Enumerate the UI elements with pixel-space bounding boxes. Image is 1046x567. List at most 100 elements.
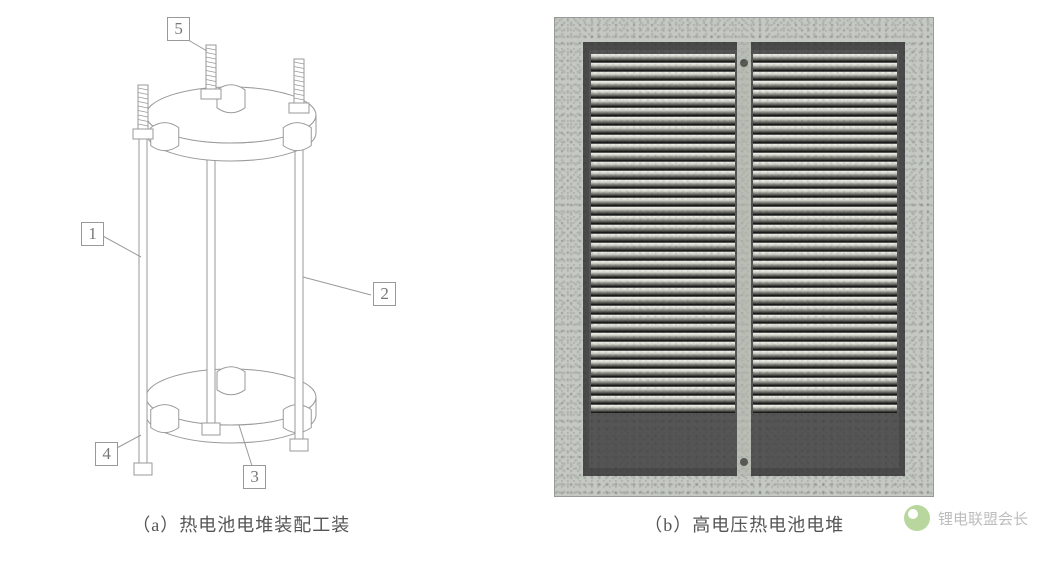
figure-container: 5 1 2 4 3 （a）热电池电堆装配工装 — [0, 0, 1046, 567]
stack-cell — [591, 306, 735, 314]
stack-cell — [753, 288, 897, 296]
stack-cell — [591, 207, 735, 215]
stack-cell — [753, 315, 897, 323]
caption-b: （b）高电压热电池电堆 — [644, 511, 844, 537]
stack-cell — [753, 216, 897, 224]
stack-column-right — [751, 50, 899, 468]
stack-cell — [753, 378, 897, 386]
stack-cell — [753, 306, 897, 314]
panel-a: 5 1 2 4 3 （a）热电池电堆装配工装 — [20, 10, 463, 537]
stack-cell — [591, 297, 735, 305]
label-5: 5 — [167, 17, 190, 41]
stack-cell — [591, 333, 735, 341]
stack-cell — [591, 405, 735, 413]
stack-cell — [591, 108, 735, 116]
stack-cell — [753, 324, 897, 332]
wechat-icon — [904, 505, 930, 531]
stack-cell — [753, 126, 897, 134]
stack-cell — [753, 108, 897, 116]
label-4: 4 — [95, 442, 118, 466]
stack-cell — [753, 72, 897, 80]
photo-b-area — [463, 10, 1026, 503]
stack-cell — [591, 54, 735, 62]
stack-cell — [753, 207, 897, 215]
stack-cell — [591, 243, 735, 251]
panel-b: （b）高电压热电池电堆 — [463, 10, 1026, 537]
stack-cell — [591, 342, 735, 350]
stack-cell — [753, 171, 897, 179]
stack-cell — [753, 270, 897, 278]
stack-column-left — [589, 50, 737, 468]
stack-cell — [753, 243, 897, 251]
stack-cell — [591, 324, 735, 332]
stack-cell — [753, 387, 897, 395]
stack-cell — [591, 315, 735, 323]
stack-cell — [753, 99, 897, 107]
stack-cell — [753, 162, 897, 170]
stack-cell — [591, 351, 735, 359]
stack-cell — [753, 180, 897, 188]
stack-cell — [591, 180, 735, 188]
stack-cell — [753, 90, 897, 98]
stack-cell — [591, 162, 735, 170]
stack-cell — [591, 225, 735, 233]
strip-hole-bottom — [740, 458, 748, 466]
stack-cell — [591, 360, 735, 368]
stack-cell — [753, 351, 897, 359]
stack-cell — [753, 153, 897, 161]
caption-b-prefix: （b） — [644, 515, 692, 535]
stack-cell — [753, 81, 897, 89]
stack-cell — [591, 63, 735, 71]
stack-cell — [753, 144, 897, 152]
stack-cell — [591, 378, 735, 386]
strip-hole-top — [740, 59, 748, 67]
label-2: 2 — [373, 282, 396, 306]
stack-cell — [753, 63, 897, 71]
caption-a-prefix: （a） — [132, 515, 179, 535]
stack-cell — [591, 99, 735, 107]
caption-a: （a）热电池电堆装配工装 — [132, 511, 350, 537]
stack-cell — [591, 90, 735, 98]
stack-cell — [591, 135, 735, 143]
stack-cell — [753, 261, 897, 269]
stack-cell — [753, 396, 897, 404]
center-strip — [737, 42, 751, 476]
label-3: 3 — [243, 465, 266, 489]
battery-stack-photo — [554, 17, 934, 497]
stack-cell — [591, 144, 735, 152]
assembly-jig-svg — [71, 17, 411, 497]
stack-cell — [753, 117, 897, 125]
stack-cell — [591, 369, 735, 377]
assembly-jig-diagram: 5 1 2 4 3 — [71, 17, 411, 497]
stack-cell — [753, 405, 897, 413]
stack-cell — [753, 252, 897, 260]
stack-cell — [753, 189, 897, 197]
stack-cell — [591, 270, 735, 278]
stack-cell — [753, 360, 897, 368]
stack-cell — [753, 297, 897, 305]
stack-cell — [591, 153, 735, 161]
stack-cell — [591, 288, 735, 296]
stack-cell — [753, 342, 897, 350]
caption-b-text: 高电压热电池电堆 — [692, 515, 844, 535]
stack-cell — [591, 189, 735, 197]
stack-cell — [591, 216, 735, 224]
stack-cell — [591, 117, 735, 125]
stack-cell — [753, 369, 897, 377]
watermark: 锂电联盟会长 — [904, 505, 1028, 531]
stack-cell — [591, 72, 735, 80]
stack-cell — [753, 279, 897, 287]
stack-cell — [753, 225, 897, 233]
stack-cell — [591, 261, 735, 269]
stack-cell — [753, 234, 897, 242]
stack-cell — [753, 54, 897, 62]
stack-cell — [591, 396, 735, 404]
stack-cell — [591, 126, 735, 134]
stack-cell — [591, 81, 735, 89]
diagram-a-area: 5 1 2 4 3 — [20, 10, 463, 503]
stack-cell — [591, 198, 735, 206]
watermark-text: 锂电联盟会长 — [938, 508, 1028, 529]
stack-cell — [591, 171, 735, 179]
label-1: 1 — [81, 222, 104, 246]
stack-cell — [591, 234, 735, 242]
